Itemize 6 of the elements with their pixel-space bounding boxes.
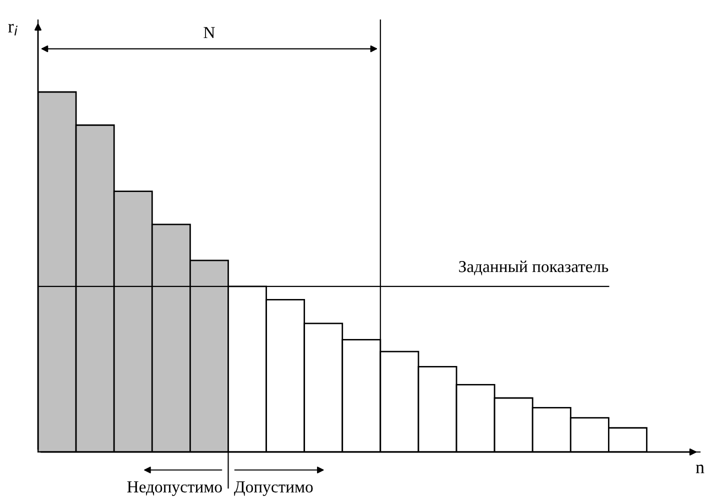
x-axis-title: n [696, 464, 704, 474]
ref-line-label: Заданный показатель [459, 260, 608, 276]
y-axis-title: r$_{i}$ [8, 24, 18, 36]
text: Недопустимо [127, 481, 222, 496]
text: Допустимо [234, 481, 313, 496]
text: N [204, 27, 215, 38]
